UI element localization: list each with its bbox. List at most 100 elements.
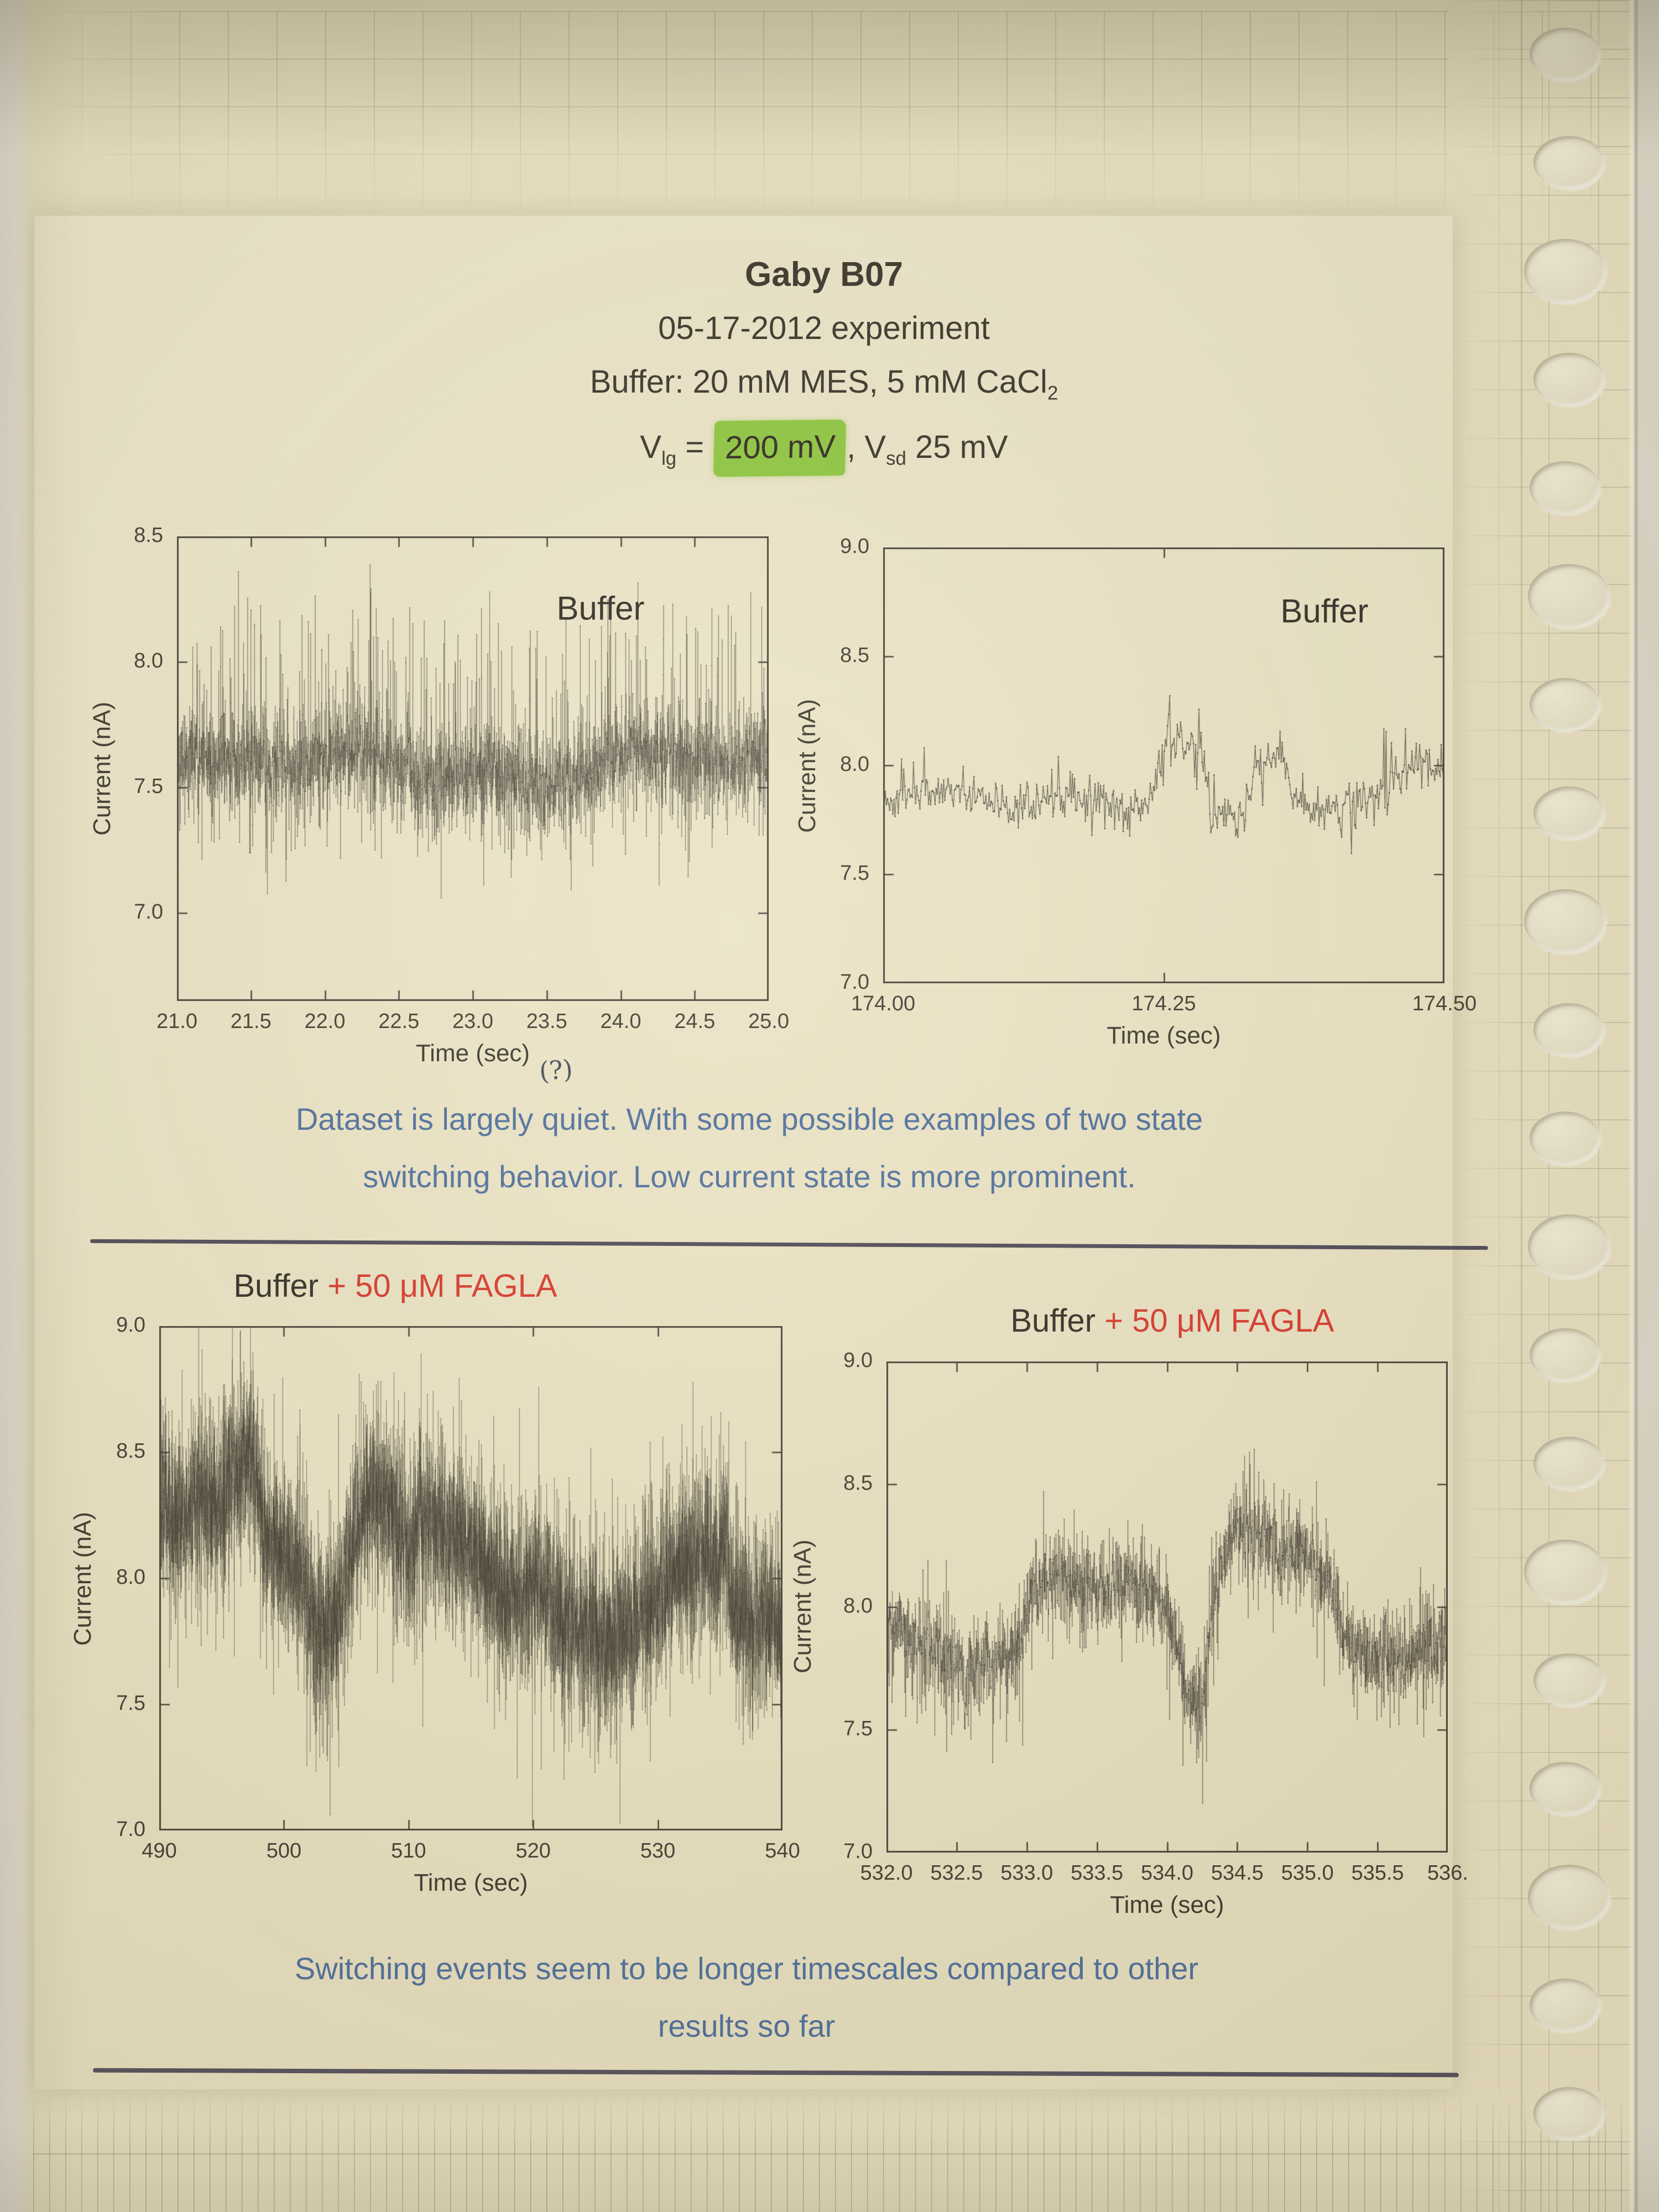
- x-tick-label: 533.0: [1000, 1861, 1053, 1885]
- binder-hole: [1533, 136, 1604, 189]
- chart-title-inside: Buffer: [1281, 592, 1369, 630]
- x-tick-label: 510: [391, 1839, 426, 1863]
- x-tick-label: 540: [765, 1839, 800, 1863]
- chart-title-part: Buffer: [556, 589, 645, 627]
- filing-strip-edge: [1521, 0, 1522, 2212]
- x-tick-label: 174.50: [1412, 992, 1477, 1015]
- x-tick-label: 536.: [1427, 1861, 1468, 1885]
- x-tick-label: 534.0: [1140, 1861, 1194, 1885]
- binder-hole: [1533, 353, 1604, 406]
- x-tick-label: 24.5: [674, 1010, 716, 1033]
- x-axis-label: Time (sec): [1107, 1022, 1221, 1049]
- x-axis-label: Time (sec): [414, 1869, 528, 1896]
- buffer-fagla-trace-532-536s-plot-area: [886, 1361, 1448, 1853]
- x-tick-label: 21.5: [230, 1010, 272, 1033]
- y-tick-label: 7.0: [843, 1840, 873, 1863]
- chart-title-part: Buffer: [1010, 1303, 1105, 1339]
- voltage-settings: Vlg = 200 mV, Vsd 25 mV: [232, 419, 1416, 486]
- x-tick-label: 22.0: [304, 1010, 346, 1033]
- buffer-text: Buffer: 20 mM MES, 5 mM CaCl: [589, 364, 1047, 400]
- vlg-symbol: V: [640, 429, 662, 465]
- binder-hole: [1528, 564, 1610, 628]
- binder-hole: [1530, 1762, 1600, 1815]
- x-tick-label: 22.5: [378, 1010, 420, 1033]
- y-tick-label: 8.5: [840, 644, 869, 667]
- x-tick-label: 535.5: [1351, 1861, 1404, 1885]
- y-tick-label: 9.0: [116, 1313, 145, 1337]
- note-line: Dataset is largely quiet. With some poss…: [295, 1102, 1203, 1136]
- x-axis-label: Time (sec): [1110, 1891, 1224, 1918]
- vsd-value: 25 mV: [906, 429, 1008, 465]
- sleeve-right-edge: [1628, 0, 1639, 2212]
- buffer-trace-21-25s-plot-area: [177, 536, 769, 1001]
- x-tick-label: 533.5: [1071, 1861, 1124, 1885]
- binder-hole: [1524, 1540, 1606, 1604]
- binder-hole: [1533, 1003, 1604, 1056]
- background-left-edge: [0, 0, 33, 2212]
- highlighted-gate-voltage: 200 mV: [713, 419, 847, 477]
- equals-sign: =: [676, 429, 713, 465]
- x-tick-label: 24.0: [600, 1010, 641, 1033]
- x-tick-label: 520: [515, 1839, 551, 1863]
- chart-title-above: Buffer + 50 μM FAGLA: [1010, 1302, 1334, 1339]
- binder-hole: [1524, 239, 1606, 303]
- page-title: Gaby B07: [744, 255, 904, 294]
- observation-note-1: Dataset is largely quiet. With some poss…: [86, 1091, 1413, 1206]
- x-tick-label: 534.5: [1211, 1861, 1264, 1885]
- buffer-trace-174s-plot-area: [883, 547, 1444, 983]
- x-tick-label: 174.00: [851, 992, 916, 1015]
- x-tick-label: 174.25: [1131, 992, 1196, 1015]
- background-right-of-sleeve: [1638, 0, 1659, 2212]
- y-tick-label: 8.0: [843, 1594, 873, 1618]
- chart-title-inside: Buffer: [557, 589, 645, 628]
- y-tick-label: 7.5: [843, 1717, 873, 1740]
- comma: ,: [847, 429, 865, 465]
- y-tick-label: 8.0: [134, 649, 163, 673]
- x-tick-label: 532.5: [930, 1861, 983, 1885]
- x-tick-label: 490: [142, 1839, 177, 1863]
- binder-hole: [1530, 28, 1600, 81]
- y-tick-label: 8.0: [840, 753, 869, 776]
- binder-hole: [1530, 1112, 1600, 1165]
- chart-title-above: Buffer + 50 μM FAGLA: [233, 1267, 557, 1305]
- note-line: switching behavior. Low current state is…: [363, 1159, 1136, 1194]
- binder-hole: [1530, 1979, 1600, 2032]
- y-tick-label: 8.5: [116, 1439, 145, 1463]
- chart-title-part: + 50 μM FAGLA: [327, 1268, 557, 1304]
- x-tick-label: 25.0: [748, 1010, 789, 1033]
- binder-hole: [1533, 2087, 1604, 2140]
- chart-title-part: Buffer: [233, 1268, 328, 1304]
- y-axis-label: Current (nA): [794, 698, 821, 833]
- binder-hole: [1533, 1437, 1604, 1490]
- vsd-symbol: V: [864, 429, 886, 465]
- binder-hole: [1524, 889, 1606, 953]
- x-tick-label: 535.0: [1281, 1861, 1334, 1885]
- y-tick-label: 8.5: [134, 524, 163, 547]
- y-tick-label: 7.5: [134, 775, 163, 799]
- y-axis-label: Current (nA): [88, 701, 116, 836]
- vlg-subscript: lg: [661, 447, 677, 469]
- buffer-fagla-trace-490-540s-plot-area: [159, 1326, 782, 1830]
- note-line: results so far: [658, 2008, 836, 2043]
- y-tick-label: 7.0: [116, 1818, 145, 1841]
- y-axis-label: Current (nA): [69, 1511, 96, 1646]
- chart-title-part: + 50 μM FAGLA: [1104, 1303, 1334, 1339]
- y-tick-label: 7.5: [116, 1692, 145, 1715]
- observation-note-2: Switching events seem to be longer times…: [83, 1940, 1410, 2055]
- binder-hole: [1530, 678, 1600, 731]
- x-tick-label: 500: [266, 1839, 302, 1863]
- binder-hole: [1528, 1214, 1610, 1279]
- y-tick-label: 7.0: [134, 900, 163, 924]
- x-axis-label: Time (sec): [415, 1040, 530, 1067]
- handwritten-question-mark: (?): [538, 1053, 574, 1087]
- graph-paper-grid-top: [33, 11, 1637, 238]
- y-tick-label: 9.0: [840, 535, 869, 558]
- y-tick-label: 9.0: [843, 1349, 873, 1372]
- vsd-subscript: sd: [886, 447, 906, 469]
- buffer-composition: Buffer: 20 mM MES, 5 mM CaCl2: [232, 355, 1416, 420]
- y-tick-label: 8.5: [843, 1472, 873, 1495]
- binder-hole: [1530, 1328, 1600, 1381]
- binder-hole: [1530, 461, 1600, 514]
- note-line: Switching events seem to be longer times…: [294, 1951, 1199, 1986]
